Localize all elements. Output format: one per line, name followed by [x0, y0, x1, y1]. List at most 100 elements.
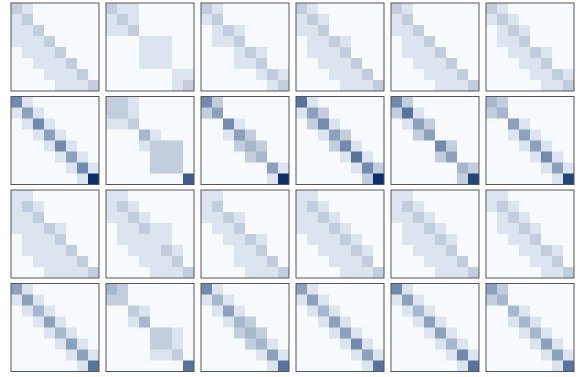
heatmap-cell — [373, 190, 385, 202]
heatmap-cell — [413, 223, 425, 235]
heatmap-cell — [457, 201, 469, 213]
heatmap-cell — [541, 360, 553, 372]
heatmap-cell — [508, 47, 520, 59]
heatmap-cell — [413, 58, 425, 70]
heatmap-cell — [362, 173, 374, 185]
heatmap-cell — [424, 140, 436, 152]
heatmap-cell — [351, 294, 363, 306]
heatmap-cell — [413, 294, 425, 306]
heatmap-cell — [435, 234, 447, 246]
heatmap-cell — [44, 316, 56, 328]
heatmap-cell — [77, 80, 89, 92]
heatmap-cell — [508, 316, 520, 328]
heatmap-cell — [66, 283, 78, 295]
heatmap-cell — [563, 151, 575, 163]
heatmap-cell — [201, 190, 213, 202]
heatmap-cell — [77, 360, 89, 372]
heatmap-cell — [183, 140, 195, 152]
heatmap-cell — [223, 129, 235, 141]
heatmap-cell — [508, 107, 520, 119]
heatmap-cell — [413, 338, 425, 350]
heatmap-cell — [340, 360, 352, 372]
heatmap-cell — [340, 129, 352, 141]
heatmap-cell — [33, 36, 45, 48]
heatmap-cell — [106, 96, 118, 108]
heatmap-cell — [318, 201, 330, 213]
heatmap-cell — [11, 14, 23, 26]
heatmap-cell — [183, 283, 195, 295]
heatmap-cell — [183, 58, 195, 70]
heatmap-cell — [508, 338, 520, 350]
heatmap-cell — [267, 212, 279, 224]
heatmap-cell — [66, 360, 78, 372]
heatmap-cell — [22, 234, 34, 246]
heatmap-cell — [11, 47, 23, 59]
heatmap-cell — [508, 14, 520, 26]
heatmap-cell — [128, 47, 140, 59]
heatmap-cell — [329, 151, 341, 163]
heatmap-cell — [340, 118, 352, 130]
heatmap-cell — [11, 234, 23, 246]
heatmap-cell — [457, 162, 469, 174]
heatmap-cell — [435, 173, 447, 185]
heatmap-cell — [563, 80, 575, 92]
heatmap-cell — [139, 234, 151, 246]
heatmap-cell — [413, 80, 425, 92]
heatmap-cell — [33, 25, 45, 37]
heatmap-cell — [278, 36, 290, 48]
heatmap-cell — [245, 360, 257, 372]
heatmap-cell — [508, 162, 520, 174]
heatmap-cell — [172, 305, 184, 317]
heatmap-cell — [318, 223, 330, 235]
heatmap-cell — [201, 267, 213, 279]
heatmap-cell — [234, 173, 246, 185]
heatmap-cell — [340, 25, 352, 37]
heatmap-cell — [22, 151, 34, 163]
heatmap-cell — [33, 267, 45, 279]
heatmap-cell — [497, 245, 509, 257]
heatmap-cell — [201, 140, 213, 152]
heatmap-cell — [139, 283, 151, 295]
heatmap-cell — [117, 212, 129, 224]
heatmap-cell — [66, 107, 78, 119]
heatmap-cell — [530, 294, 542, 306]
heatmap-cell — [106, 294, 118, 306]
heatmap-cell — [446, 58, 458, 70]
heatmap-cell — [22, 14, 34, 26]
heatmap-cell — [106, 201, 118, 213]
heatmap-cell — [351, 283, 363, 295]
heatmap-cell — [391, 162, 403, 174]
heatmap-cell — [183, 162, 195, 174]
heatmap-cell — [373, 294, 385, 306]
heatmap-cell — [519, 245, 531, 257]
heatmap-cell — [296, 3, 308, 15]
heatmap-cell — [183, 14, 195, 26]
heatmap-cell — [307, 14, 319, 26]
heatmap-cell — [223, 140, 235, 152]
heatmap-cell — [256, 327, 268, 339]
heatmap-cell — [223, 3, 235, 15]
heatmap-cell — [44, 3, 56, 15]
heatmap-cell — [446, 212, 458, 224]
heatmap-cell — [519, 14, 531, 26]
heatmap-cell — [201, 3, 213, 15]
heatmap-cell — [340, 69, 352, 81]
heatmap-cell — [117, 47, 129, 59]
heatmap-cell — [256, 234, 268, 246]
heatmap-cell — [11, 173, 23, 185]
heatmap-cell — [340, 256, 352, 268]
heatmap-cell — [223, 349, 235, 361]
heatmap-cell — [212, 360, 224, 372]
heatmap-cell — [519, 3, 531, 15]
heatmap-cell — [541, 96, 553, 108]
heatmap-cell — [391, 360, 403, 372]
heatmap-cell — [307, 96, 319, 108]
heatmap-cell — [128, 245, 140, 257]
heatmap-cell — [33, 69, 45, 81]
heatmap-cell — [329, 173, 341, 185]
heatmap-cell — [278, 25, 290, 37]
heatmap-cell — [22, 3, 34, 15]
heatmap-cell — [161, 223, 173, 235]
heatmap-cell — [296, 25, 308, 37]
heatmap-cell — [519, 58, 531, 70]
